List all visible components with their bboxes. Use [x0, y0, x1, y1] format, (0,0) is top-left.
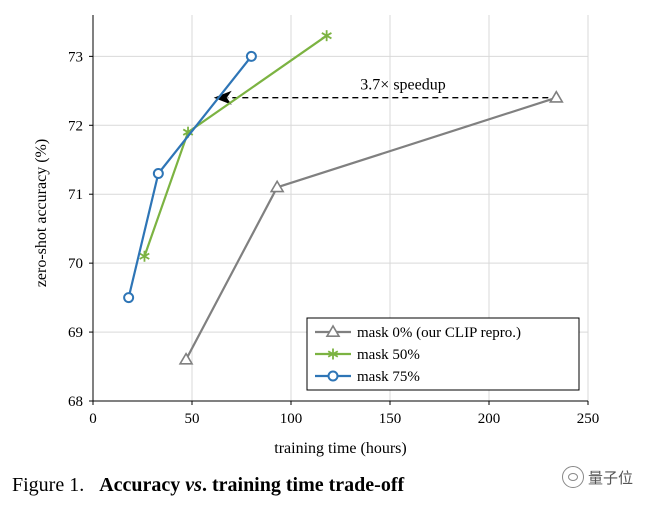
chart: 0 50 100 150 200 250 68 69 70 71 72 73 training ti…	[33, 15, 599, 457]
data-point	[548, 90, 564, 103]
data-point	[123, 292, 135, 304]
legend-label: mask 0% (our CLIP repro.)	[357, 325, 521, 341]
y-tick-label: 70	[68, 256, 83, 272]
x-tick-label: 50	[185, 411, 200, 427]
data-point	[139, 250, 150, 262]
speedup-label: 3.7× speedup	[360, 77, 445, 94]
y-tick-label: 69	[68, 325, 83, 341]
legend-items: mask 0% (our CLIP repro.) mask 50% mask 75…	[315, 324, 521, 385]
caption-title-vs: vs	[185, 474, 202, 496]
y-tick-label: 72	[68, 118, 83, 134]
x-tick-label: 100	[280, 411, 303, 427]
x-tick-label: 150	[379, 411, 402, 427]
y-tick-label: 73	[68, 49, 83, 65]
y-tick-labels: 68 69 70 71 72 73	[68, 49, 83, 410]
x-axis-label: training time (hours)	[274, 440, 406, 457]
grid-lines	[93, 15, 589, 401]
series-circle	[123, 50, 257, 304]
series-layer	[123, 30, 564, 365]
legend-entry: mask 50%	[315, 347, 420, 363]
series-triangle	[178, 90, 564, 365]
series-asterisk	[139, 30, 332, 262]
legend: mask 0% (our CLIP repro.) mask 50% mask 75…	[306, 317, 580, 391]
caption-title-a: Accuracy	[99, 474, 181, 496]
caption-title-b: . training time trade-off	[201, 474, 405, 496]
y-axis-label: zero-shot accuracy (%)	[33, 139, 50, 287]
data-point	[245, 50, 257, 62]
legend-entry: mask 0% (our CLIP repro.)	[315, 324, 521, 341]
data-point	[269, 179, 285, 193]
data-point	[178, 352, 194, 365]
legend-label: mask 75%	[357, 369, 420, 385]
speedup-annotation: 3.7× speedup	[213, 77, 549, 105]
speedup-arrow-head	[213, 90, 232, 105]
data-point	[152, 168, 164, 180]
legend-box	[306, 317, 580, 391]
caption-label: Figure 1.	[12, 474, 85, 496]
data-point	[321, 30, 332, 42]
asterisk-stroke	[139, 252, 150, 260]
wechat-logo-icon	[562, 466, 584, 488]
x-tick-label: 250	[577, 411, 600, 427]
legend-entry: mask 75%	[315, 369, 420, 385]
figure-caption: Figure 1. Accuracy vs. training time tra…	[12, 474, 404, 497]
axes	[89, 15, 589, 405]
legend-marker	[327, 348, 339, 360]
asterisk-stroke	[327, 350, 339, 358]
legend-label: mask 50%	[357, 347, 420, 363]
series-line	[127, 55, 253, 298]
y-tick-label: 68	[68, 394, 83, 410]
x-tick-label: 0	[89, 411, 97, 427]
x-tick-labels: 0 50 100 150 200 250	[89, 411, 599, 427]
legend-marker	[325, 324, 341, 338]
watermark: 量子位	[562, 466, 633, 488]
y-tick-label: 71	[68, 187, 83, 203]
asterisk-stroke	[321, 32, 332, 40]
x-tick-label: 200	[478, 411, 501, 427]
legend-marker	[327, 370, 339, 382]
asterisk-stroke	[182, 128, 194, 136]
watermark-text: 量子位	[588, 468, 634, 487]
series-line	[143, 34, 328, 257]
